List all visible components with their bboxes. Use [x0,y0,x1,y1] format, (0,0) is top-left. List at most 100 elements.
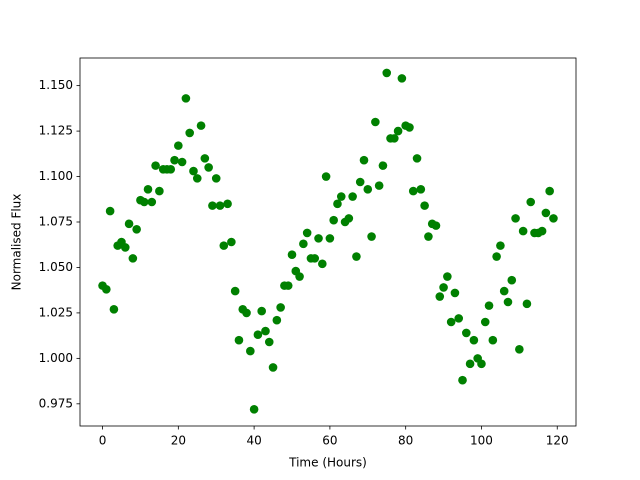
point [109,304,119,314]
point [477,359,486,369]
point [249,404,259,414]
point [518,226,528,236]
point [155,186,164,196]
point [143,184,153,194]
point [124,219,134,229]
point [192,174,202,183]
point [416,184,426,194]
point [314,234,323,243]
y-tick-label: 1.125 [39,124,73,138]
x-tick-label: 120 [546,434,569,448]
y-axis-label: Normalised Flux [10,194,24,291]
x-tick-label: 100 [470,434,493,448]
point [299,239,308,249]
point [318,259,327,269]
y-tick-label: 1.000 [39,351,73,365]
point [537,226,547,236]
point [352,252,361,261]
x-tick-label: 60 [322,434,337,448]
point [177,157,187,167]
point [424,232,433,241]
point [435,292,445,301]
point [480,317,490,327]
point [405,123,414,132]
point [208,201,217,210]
point [462,328,471,338]
point [439,283,448,292]
point [139,197,149,207]
point [431,221,441,230]
point [276,303,285,312]
point [211,174,221,183]
point [174,141,183,150]
point [287,250,297,260]
point [469,335,479,345]
point [374,181,384,190]
point [302,228,312,238]
point [359,155,369,165]
plot-frame [79,57,577,427]
y-tick-label: 0.975 [39,396,73,410]
point [499,286,509,296]
point [196,121,206,130]
point [295,272,304,281]
point [105,206,115,216]
point [189,166,198,176]
point [397,74,407,83]
point [234,335,244,345]
point [458,375,467,385]
point [484,301,494,310]
point [390,134,399,143]
point [242,308,251,318]
x-tick-label: 80 [398,434,413,448]
point [215,201,225,210]
point [526,197,536,207]
point [443,272,452,281]
point [408,186,418,196]
point [170,155,179,165]
y-tick-label: 1.025 [39,305,73,319]
point [321,172,331,181]
point [185,128,194,138]
point [310,254,320,263]
point [204,163,213,172]
point [503,297,513,307]
point [492,252,501,261]
point [450,288,460,298]
point [120,243,130,252]
point [227,237,236,247]
point [344,214,354,223]
y-tick-label: 1.150 [39,78,73,92]
point [511,214,520,223]
point [333,199,342,209]
point [420,201,429,210]
point [325,234,335,243]
point [371,117,380,127]
point [257,306,266,316]
y-tick-label: 1.075 [39,215,73,229]
point [283,281,293,290]
point [264,337,274,347]
point [151,161,160,170]
x-tick-label: 0 [99,434,107,448]
point [102,284,111,294]
point [128,254,138,263]
point [329,215,338,225]
point [515,344,524,354]
point [253,330,263,340]
point [488,335,498,345]
point [522,299,532,309]
x-axis-label: Time (Hours) [288,456,367,470]
point [200,154,210,163]
point [382,68,392,78]
point [166,164,176,174]
point [268,363,278,372]
point [545,186,554,196]
point [465,359,475,369]
point [378,161,388,170]
point [230,286,240,296]
point [541,208,551,218]
point [549,214,558,223]
point [272,315,282,325]
